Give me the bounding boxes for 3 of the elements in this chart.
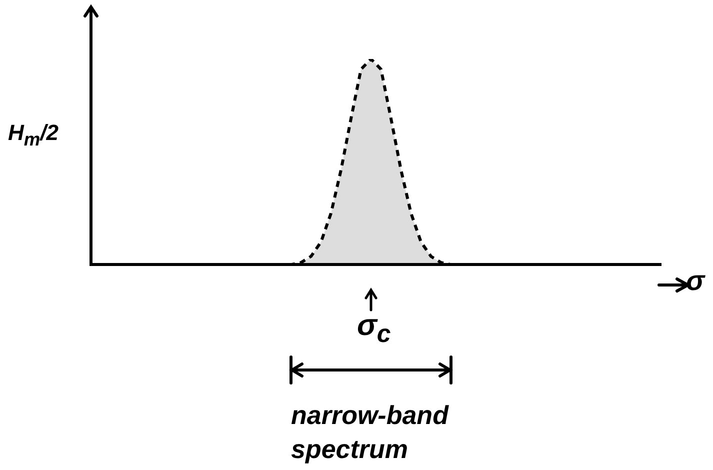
text: σ$_{c}$ — [357, 309, 391, 349]
y-axis-title: H$_{m}$/2 — [8, 120, 59, 150]
text: narrow-band spectrum — [291, 399, 450, 466]
